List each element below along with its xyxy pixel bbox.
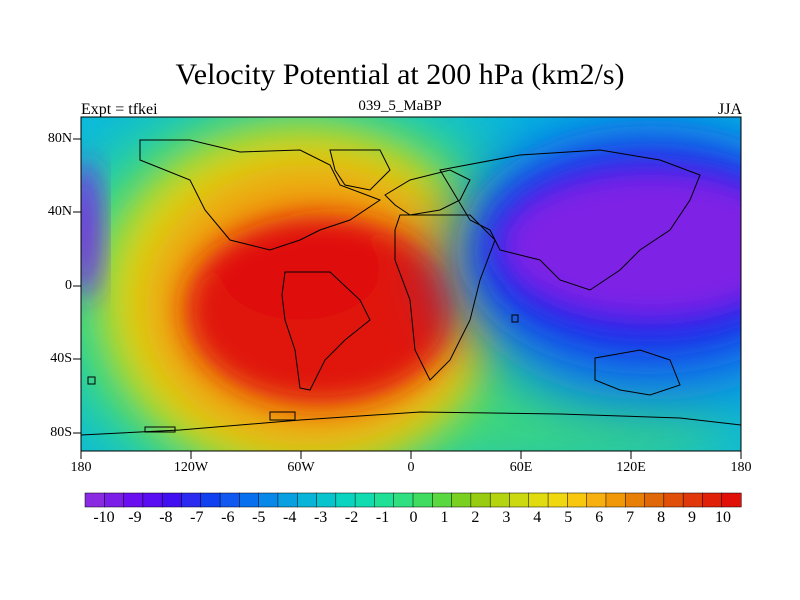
colorbar-label: -6: [221, 509, 235, 526]
experiment-label: Expt = tfkei: [81, 101, 158, 118]
colorbar-label: -3: [313, 509, 328, 526]
colorbar-cell: [644, 492, 665, 508]
lon-label: 60E: [509, 460, 533, 475]
colorbar-cell: [682, 492, 703, 508]
axis-ticks: [73, 138, 742, 459]
colorbar-cell: [567, 492, 588, 508]
lon-label: 180: [70, 460, 92, 475]
colorbar-cell: [354, 492, 375, 508]
lon-label: 0: [407, 460, 415, 475]
colorbar-label: -9: [128, 509, 142, 526]
colorbar-cell: [239, 492, 260, 508]
colorbar-label: 9: [688, 509, 697, 526]
colorbar-label: -5: [252, 509, 266, 526]
colorbar-cell: [200, 492, 221, 508]
colorbar-label: -1: [375, 509, 390, 526]
colorbar-label: 5: [564, 509, 573, 526]
colorbar-cell: [219, 492, 240, 508]
colorbar-cell: [277, 492, 298, 508]
colorbar-cell: [374, 492, 395, 508]
colorbar-label: 10: [715, 509, 731, 526]
colorbar-cell: [547, 492, 568, 508]
colorbar-cell: [605, 492, 626, 508]
lat-label: 40N: [47, 204, 72, 219]
lon-label: 60W: [287, 460, 315, 475]
lat-label: 80S: [50, 425, 72, 440]
colorbar-label: -10: [93, 509, 115, 526]
season-label: JJA: [717, 101, 742, 118]
colorbar-cell: [161, 492, 183, 508]
colorbar-label: 8: [657, 509, 666, 526]
colorbar-cell: [181, 492, 202, 508]
colorbar-cell: [296, 492, 318, 508]
colorbar-cell: [335, 492, 356, 508]
colorbar-cell: [721, 492, 742, 508]
colorbar-label: 3: [502, 509, 511, 526]
colorbar-cell: [316, 492, 337, 508]
colorbar-label: 2: [471, 509, 480, 526]
colorbar-label: 1: [440, 509, 449, 526]
lon-label: 120E: [616, 460, 646, 475]
colorbar-cell: [258, 492, 279, 508]
colorbar-label: 0: [409, 509, 418, 526]
colorbar-cell: [528, 492, 549, 508]
map-title: Velocity Potential at 200 hPa (km2/s): [175, 58, 625, 91]
colorbar-cell: [142, 492, 163, 508]
colorbar-cell: [432, 492, 453, 508]
lon-label: 180: [730, 460, 752, 475]
contour-field: [81, 117, 741, 451]
colorbar-label: -4: [283, 509, 297, 526]
colorbar-cell: [84, 492, 105, 508]
colorbar-cells: [84, 492, 742, 508]
colorbar-cell: [624, 492, 646, 508]
colorbar-cell: [470, 492, 491, 508]
colorbar-cell: [509, 492, 530, 508]
colorbar-label: -7: [190, 509, 204, 526]
coastlines: [81, 139, 741, 436]
lat-label: 80N: [47, 131, 72, 146]
colorbar-cell: [489, 492, 511, 508]
lat-label: 40S: [50, 351, 72, 366]
colorbar-cell: [586, 492, 607, 508]
colorbar-label: 6: [595, 509, 604, 526]
colorbar-cell: [663, 492, 684, 508]
colorbar-cell: [104, 492, 125, 508]
lon-label: 120W: [173, 460, 209, 475]
colorbar-cell: [412, 492, 433, 508]
colorbar-cell: [123, 492, 144, 508]
colorbar-label: -8: [159, 509, 173, 526]
colorbar-label: 7: [626, 509, 635, 526]
colorbar-cell: [451, 492, 472, 508]
colorbar-cell: [393, 492, 414, 508]
lat-label: 0: [65, 278, 72, 293]
colorbar-label: -2: [344, 509, 359, 526]
case-label: 039_5_MaBP: [358, 98, 442, 114]
colorbar-cell: [702, 492, 723, 508]
colorbar-label: 4: [533, 509, 542, 526]
